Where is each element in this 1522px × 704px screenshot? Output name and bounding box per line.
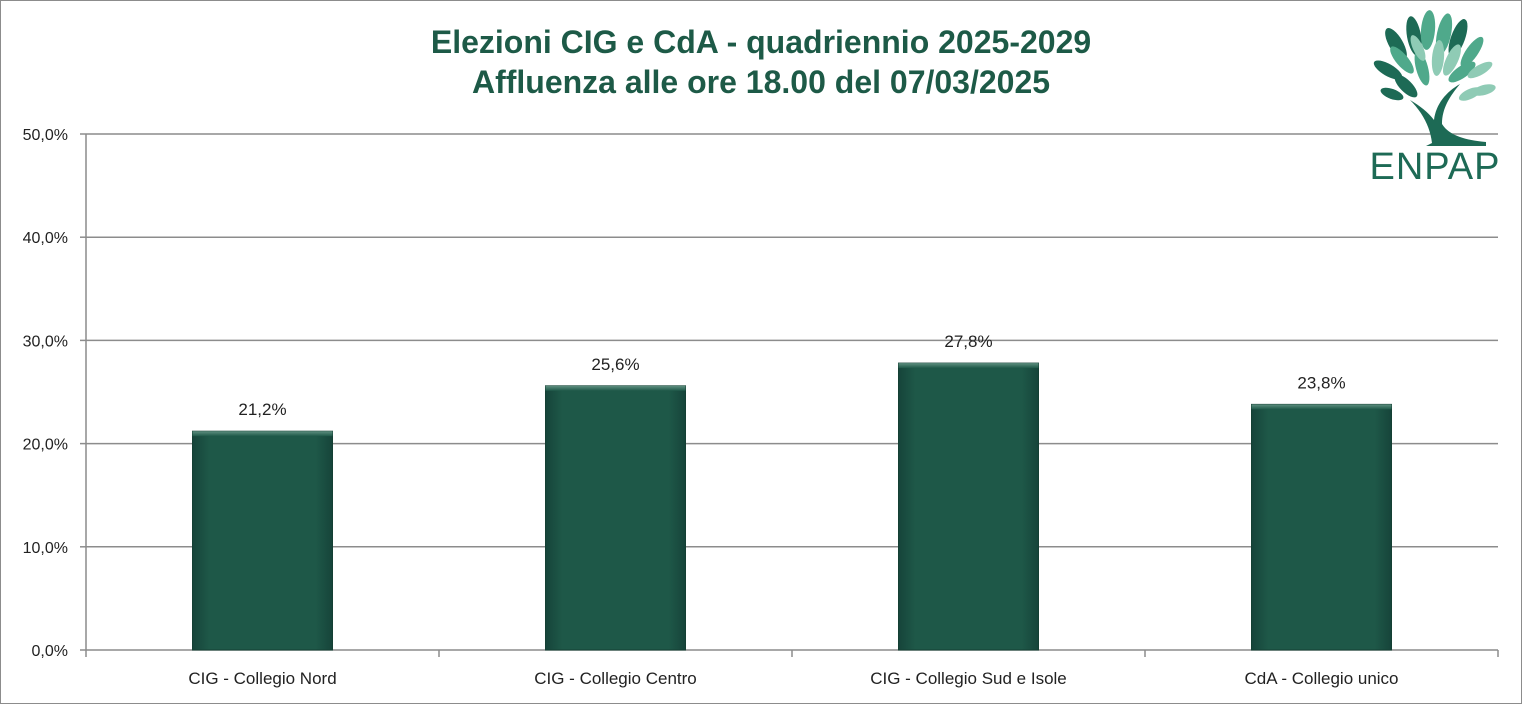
y-tick-label: 0,0% <box>32 643 68 660</box>
bar-top-bevel <box>898 363 1039 369</box>
tree-icon <box>1373 10 1496 146</box>
bar <box>898 362 1039 651</box>
x-tick-label: CIG - Collegio Nord <box>188 669 336 688</box>
y-tick-label: 50,0% <box>23 127 68 144</box>
bar <box>192 430 333 651</box>
x-tick-label: CIG - Collegio Centro <box>534 669 697 688</box>
y-tick-label: 10,0% <box>23 540 68 557</box>
chart-title-block: Elezioni CIG e CdA - quadriennio 2025-20… <box>0 22 1522 102</box>
y-tick-label: 20,0% <box>23 437 68 454</box>
logo-text: ENPAP <box>1369 146 1501 188</box>
data-label: 27,8% <box>944 332 992 351</box>
x-tick-label: CdA - Collegio unico <box>1244 669 1398 688</box>
bar-top-bevel <box>192 431 333 437</box>
data-label: 21,2% <box>238 400 286 419</box>
bar-top-bevel <box>545 385 686 391</box>
bars <box>192 362 1392 651</box>
data-label: 25,6% <box>591 355 639 374</box>
y-tick-label: 40,0% <box>23 230 68 247</box>
bar-top-bevel <box>1251 404 1392 410</box>
chart-subtitle: Affluenza alle ore 18.00 del 07/03/2025 <box>471 64 1051 100</box>
labels: 0,0% 10,0% 20,0% 30,0% 40,0% 50,0% 21,2% CIG - … <box>23 127 1399 688</box>
bar <box>1251 403 1392 651</box>
x-tick-label: CIG - Collegio Sud e Isole <box>870 669 1067 688</box>
bar <box>545 385 686 651</box>
chart-title: Elezioni CIG e CdA - quadriennio 2025-20… <box>430 24 1092 60</box>
y-tick-label: 30,0% <box>23 333 68 350</box>
data-label: 23,8% <box>1297 373 1345 392</box>
